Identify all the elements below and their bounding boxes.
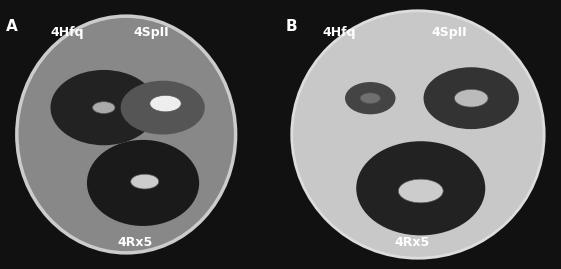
Text: 4Rx5: 4Rx5 xyxy=(117,236,152,249)
Ellipse shape xyxy=(50,70,157,145)
Text: B: B xyxy=(286,19,298,34)
Ellipse shape xyxy=(292,11,544,258)
Text: 4SpII: 4SpII xyxy=(134,26,169,39)
Ellipse shape xyxy=(131,174,159,189)
Text: 4Hfq: 4Hfq xyxy=(323,26,356,39)
Ellipse shape xyxy=(87,140,199,226)
Ellipse shape xyxy=(360,93,380,104)
Ellipse shape xyxy=(345,82,396,114)
Ellipse shape xyxy=(356,141,485,235)
Text: 4Hfq: 4Hfq xyxy=(50,26,84,39)
Ellipse shape xyxy=(150,95,181,112)
Ellipse shape xyxy=(93,102,115,114)
Text: A: A xyxy=(6,19,17,34)
Ellipse shape xyxy=(398,179,443,203)
Text: 4Rx5: 4Rx5 xyxy=(395,236,430,249)
Ellipse shape xyxy=(454,89,488,107)
Ellipse shape xyxy=(121,81,205,134)
Ellipse shape xyxy=(17,16,236,253)
Ellipse shape xyxy=(424,67,519,129)
Text: 4SpII: 4SpII xyxy=(431,26,467,39)
